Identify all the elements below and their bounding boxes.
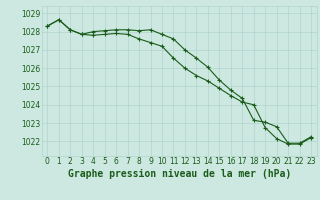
X-axis label: Graphe pression niveau de la mer (hPa): Graphe pression niveau de la mer (hPa): [68, 169, 291, 179]
